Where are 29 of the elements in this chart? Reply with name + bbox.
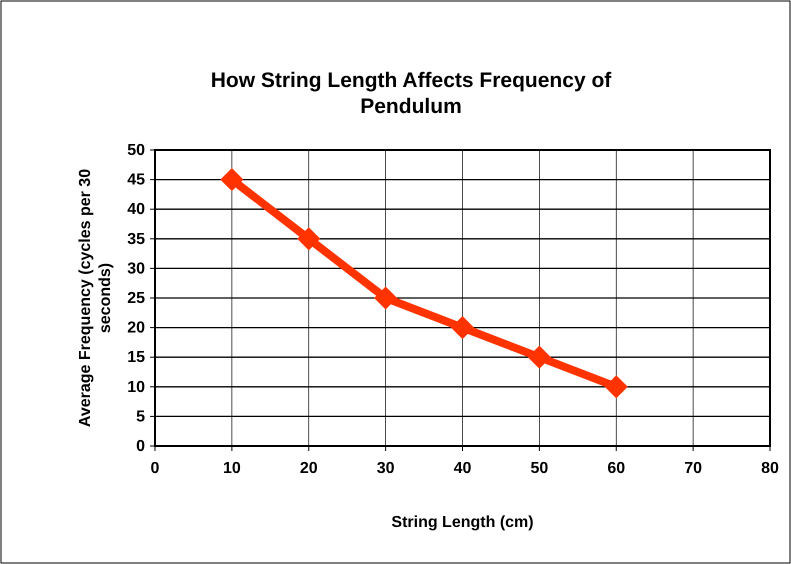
x-axis-title: String Length (cm) bbox=[391, 514, 534, 531]
x-tick-label: 60 bbox=[607, 460, 626, 477]
point bbox=[374, 286, 398, 310]
x-tick-label: 80 bbox=[761, 460, 779, 477]
point bbox=[604, 375, 628, 398]
y-tick-label: 35 bbox=[127, 230, 146, 248]
y-tick-label: 5 bbox=[136, 408, 146, 426]
point bbox=[297, 227, 320, 250]
point bbox=[450, 316, 474, 340]
y-tick-label: 45 bbox=[127, 172, 146, 189]
y-tick-label: 50 bbox=[127, 142, 146, 159]
point bbox=[220, 168, 244, 192]
y-axis-title: Average Frequency (cycles per 30 seconds) bbox=[77, 168, 114, 428]
x-tick-label: 70 bbox=[684, 460, 702, 477]
chart-title: How String Length Affects Frequency of Pendulum bbox=[210, 69, 612, 118]
x-tick-label: 40 bbox=[454, 460, 472, 477]
y-tick-label: 0 bbox=[136, 438, 146, 455]
y-tick-label: 40 bbox=[127, 201, 146, 218]
point bbox=[528, 346, 551, 369]
x-tick-label: 20 bbox=[300, 460, 318, 477]
y-tick-label: 25 bbox=[127, 290, 146, 307]
y-tick-label: 10 bbox=[127, 378, 146, 396]
x-tick-label: 0 bbox=[150, 460, 160, 477]
x-tick-label: 30 bbox=[376, 460, 395, 477]
x-tick-label: 10 bbox=[222, 460, 241, 477]
y-tick-label: 30 bbox=[127, 260, 146, 278]
x-tick-label: 50 bbox=[530, 460, 548, 477]
y-tick-label: 15 bbox=[127, 349, 146, 366]
y-tick-label: 20 bbox=[127, 320, 146, 337]
